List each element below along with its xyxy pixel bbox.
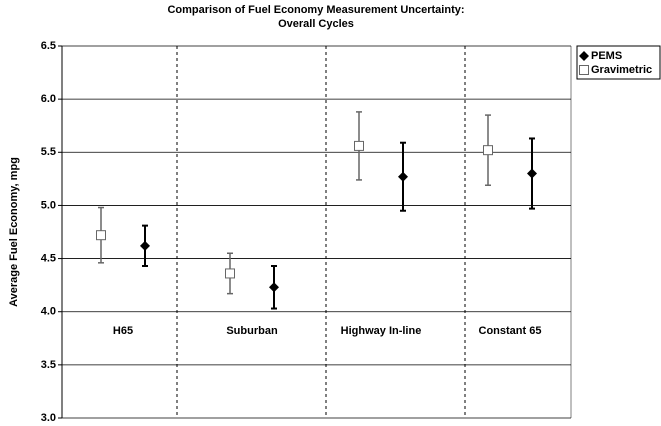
point bbox=[354, 140, 364, 151]
point bbox=[140, 240, 150, 251]
chart-title: Overall Cycles bbox=[278, 18, 354, 30]
y-tick-label: 4.5 bbox=[41, 252, 56, 264]
point bbox=[269, 282, 279, 293]
y-tick-label: 4.0 bbox=[41, 306, 56, 318]
legend-box bbox=[576, 45, 661, 80]
y-tick-label: 6.5 bbox=[41, 40, 56, 52]
legend-marker bbox=[579, 65, 589, 75]
y-tick-label: 3.0 bbox=[41, 412, 56, 424]
point bbox=[527, 168, 537, 179]
legend-label: PEMS bbox=[591, 50, 622, 62]
y-tick-label: 5.5 bbox=[41, 146, 56, 158]
legend-label: Gravimetric bbox=[591, 64, 652, 76]
point bbox=[96, 230, 106, 241]
category-label: Constant 65 bbox=[479, 325, 542, 337]
point bbox=[225, 268, 235, 279]
category-label: Suburban bbox=[226, 325, 278, 337]
y-tick-label: 6.0 bbox=[41, 93, 56, 105]
legend-marker bbox=[579, 51, 589, 61]
point bbox=[483, 145, 493, 156]
point bbox=[398, 171, 408, 182]
category-label: Highway In-line bbox=[341, 325, 422, 337]
chart-title: Comparison of Fuel Economy Measurement U… bbox=[167, 4, 464, 16]
y-axis-label: Average Fuel Economy, mpg bbox=[8, 157, 20, 307]
category-label: H65 bbox=[113, 325, 133, 337]
separators bbox=[176, 46, 466, 418]
y-tick-label: 5.0 bbox=[41, 199, 56, 211]
y-tick-label: 3.5 bbox=[41, 359, 56, 371]
